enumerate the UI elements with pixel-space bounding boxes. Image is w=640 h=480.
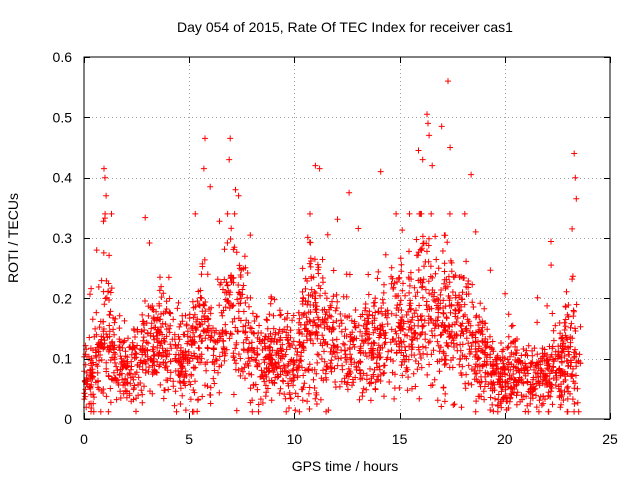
y-tick-label: 0.5 [53, 109, 73, 125]
x-axis-label: GPS time / hours [292, 458, 399, 474]
x-tick-label: 0 [80, 431, 88, 447]
y-tick-label: 0.3 [53, 230, 73, 246]
axis-ticks [84, 57, 611, 420]
y-tick-label: 0.1 [53, 351, 73, 367]
x-tick-label: 20 [497, 431, 513, 447]
y-axis-label: ROTI / TECUs [5, 193, 21, 283]
chart-title: Day 054 of 2015, Rate Of TEC Index for r… [177, 19, 513, 35]
x-tick-label: 5 [185, 431, 193, 447]
x-tick-label: 25 [602, 431, 618, 447]
y-tick-label: 0.4 [53, 170, 73, 186]
x-tick-labels: 0 5 10 15 20 25 [80, 431, 618, 447]
x-tick-label: 15 [392, 431, 408, 447]
y-tick-labels: 0 0.1 0.2 0.3 0.4 0.5 0.6 [53, 49, 73, 427]
y-tick-label: 0.6 [53, 49, 73, 65]
y-tick-label: 0 [64, 411, 72, 427]
y-tick-label: 0.2 [53, 290, 73, 306]
scatter-markers [81, 78, 584, 415]
grid-lines [84, 57, 610, 419]
x-tick-label: 10 [287, 431, 303, 447]
data-points [81, 78, 584, 415]
